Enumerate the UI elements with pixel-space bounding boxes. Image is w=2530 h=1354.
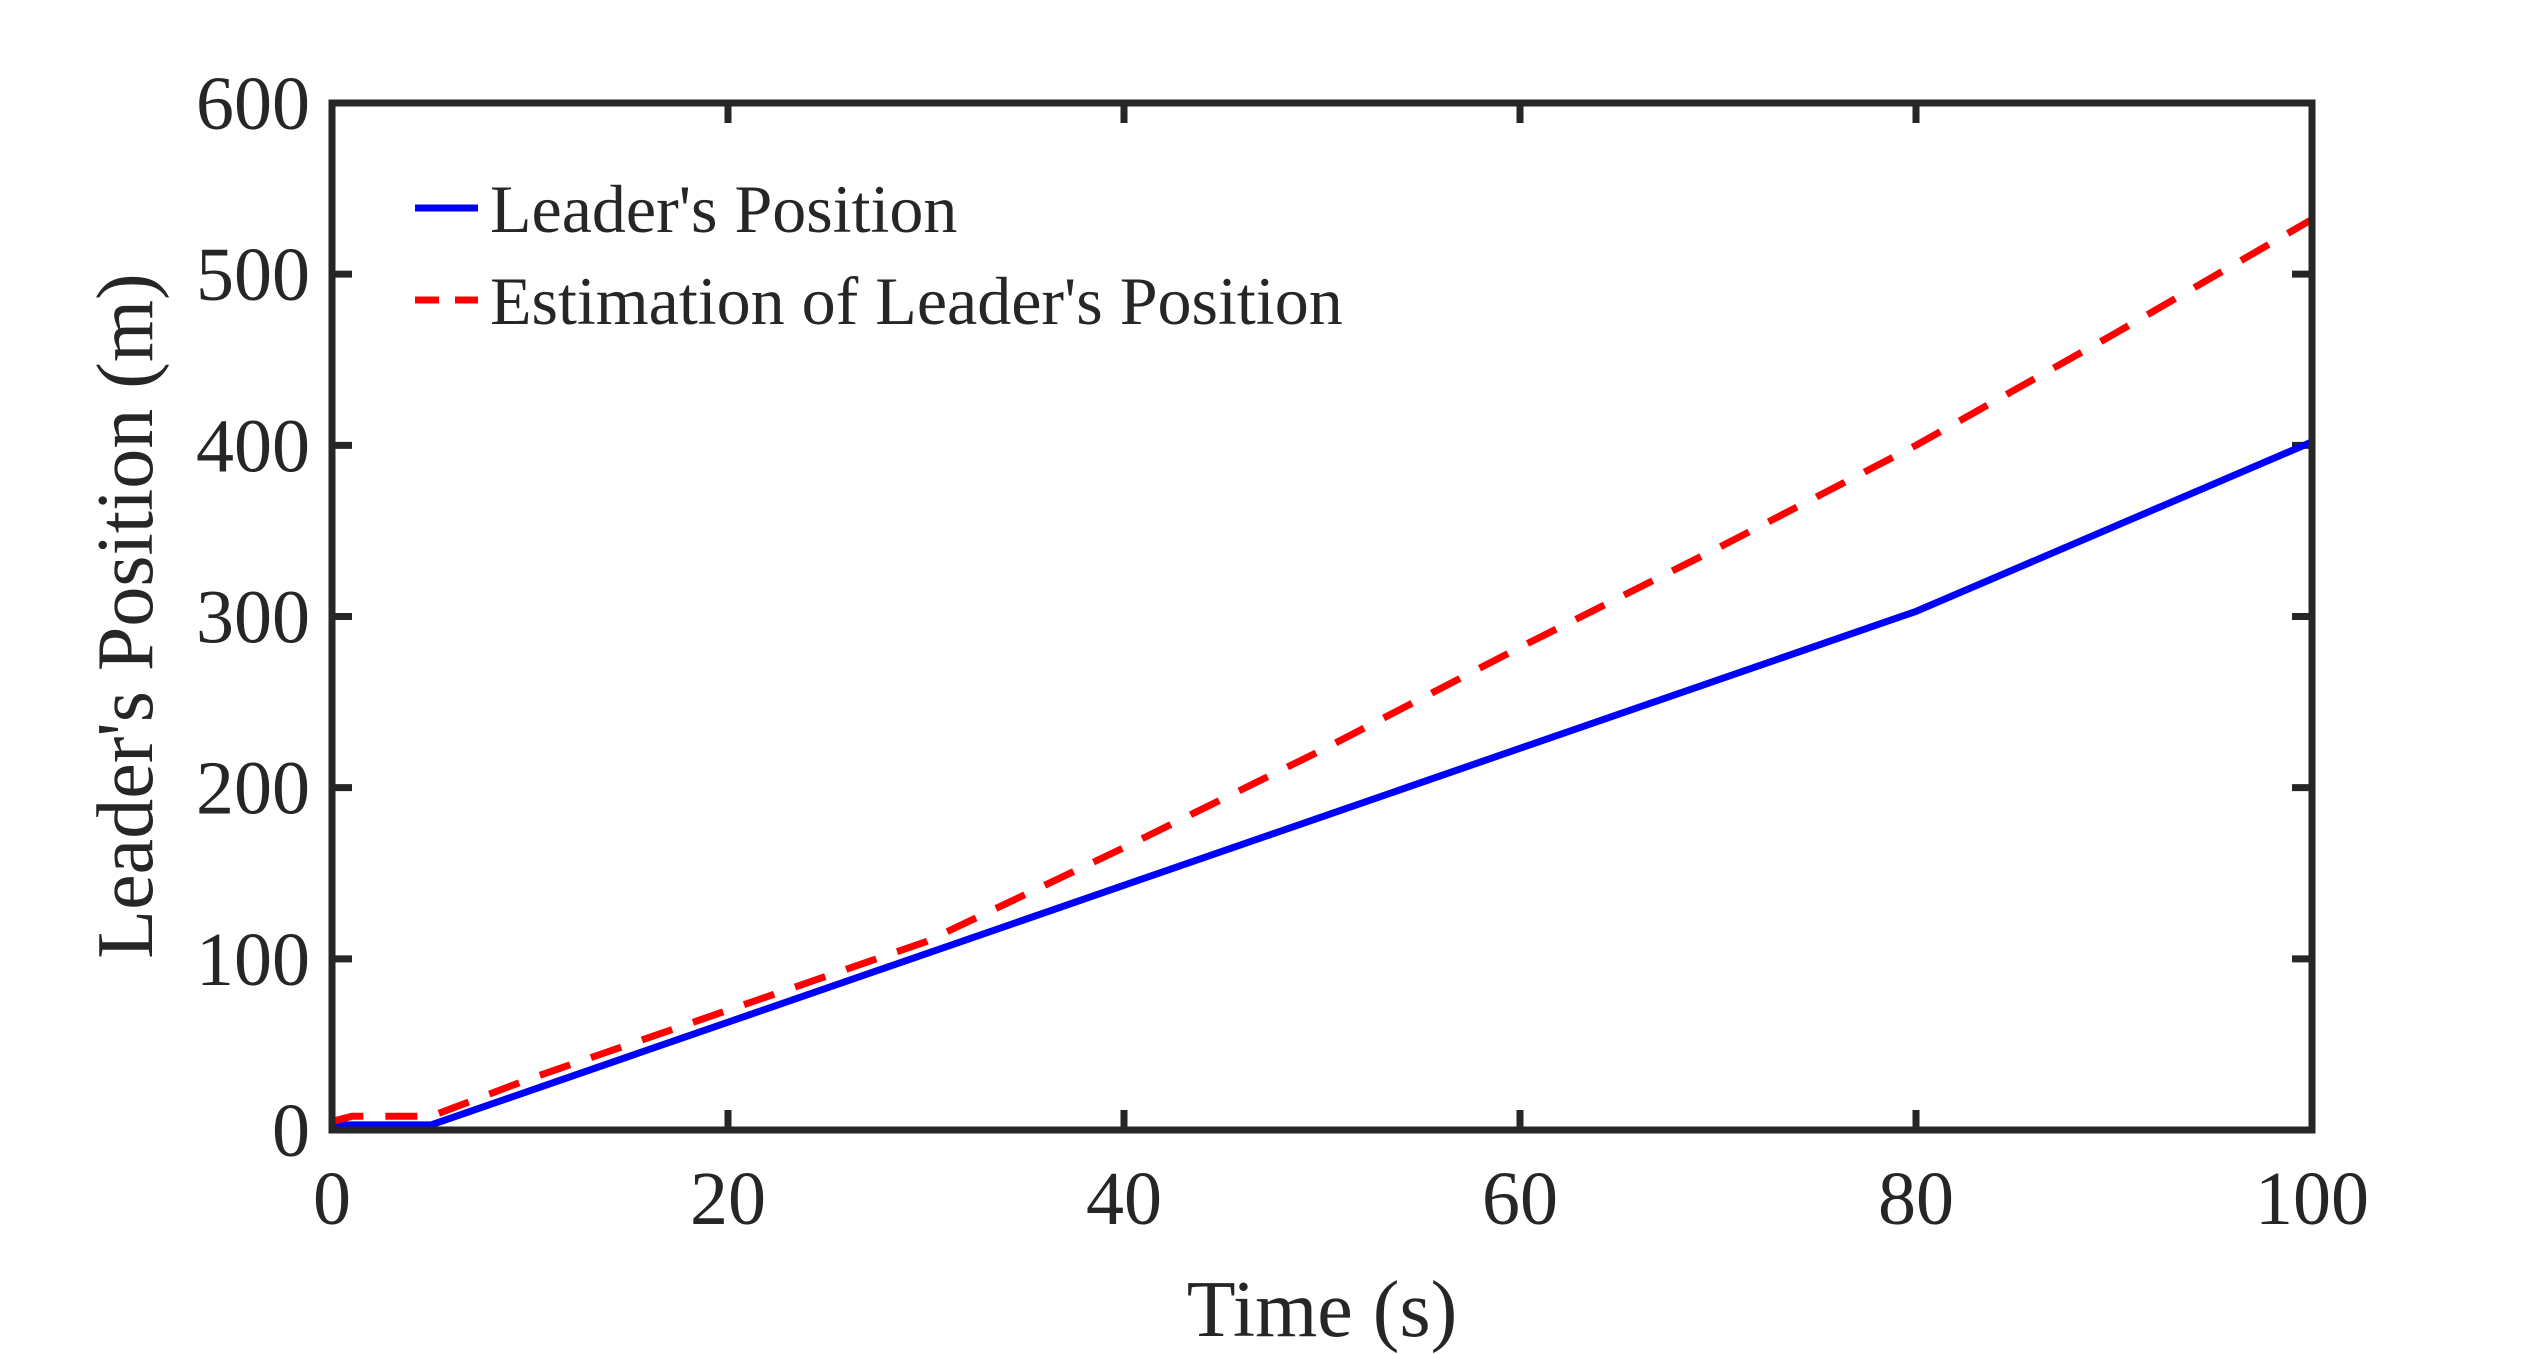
plot-frame [328,99,2316,1134]
x-tick-label: 80 [1878,1157,1954,1241]
y-tick-label: 300 [196,576,310,660]
series-lines [331,216,2314,1129]
x-tick-label: 100 [2255,1157,2369,1241]
y-axis-title: Leader's Position (m) [82,273,170,958]
plot-area [332,103,2312,1130]
x-tick-label: 0 [313,1157,351,1241]
x-tick-label: 60 [1482,1157,1558,1241]
series-line-estimation [331,216,2314,1125]
legend-label-estimation: Estimation of Leader's Position [490,263,1343,339]
legend-label-leader-position: Leader's Position [490,171,957,247]
y-tick-label: 100 [196,918,310,1002]
legend: Leader's Position Estimation of Leader's… [415,171,1343,339]
tick-labels: 0 20 40 60 80 100 0 100 200 300 400 500 600 [196,62,2369,1241]
y-tick-label: 200 [196,747,310,831]
y-tick-label: 500 [196,233,310,317]
x-tick-label: 20 [690,1157,766,1241]
series-line-leader-position [332,438,2314,1129]
y-tick-label: 0 [272,1089,310,1173]
x-tick-label: 40 [1086,1157,1162,1241]
y-tick-label: 600 [196,62,310,146]
y-tick-label: 400 [196,404,310,488]
x-axis-title: Time (s) [1187,1266,1457,1354]
